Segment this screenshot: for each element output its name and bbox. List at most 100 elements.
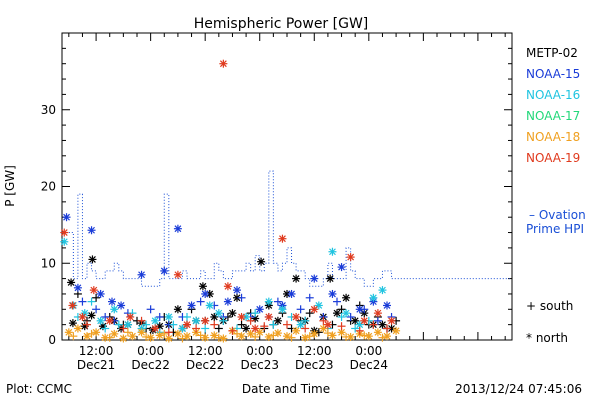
south-data-point	[319, 316, 328, 325]
north-data-point	[255, 305, 264, 314]
north-data-point	[346, 332, 355, 341]
north-data-point	[323, 320, 332, 329]
south-data-point	[369, 320, 378, 329]
south-data-point	[87, 297, 96, 306]
north-data-point	[64, 328, 73, 337]
legend-entry: NOAA-18	[526, 130, 580, 144]
north-data-point	[257, 257, 266, 266]
north-data-point	[326, 274, 335, 283]
north-data-point	[173, 224, 182, 233]
ovation-legend-line1: – Ovation	[529, 208, 586, 222]
north-data-point	[223, 297, 232, 306]
south-data-point	[164, 328, 173, 337]
north-data-point	[101, 333, 110, 342]
south-data-point	[69, 332, 78, 341]
south-data-point	[273, 297, 282, 306]
south-data-point	[246, 316, 255, 325]
north-data-point	[328, 331, 337, 340]
north-data-point	[337, 263, 346, 272]
north-data-point	[296, 320, 305, 329]
north-data-point	[146, 333, 155, 342]
north-data-point	[383, 301, 391, 310]
x-axis-label: Date and Time	[242, 382, 330, 396]
south-data-point	[283, 320, 291, 329]
x-tick-time-label: 12:00	[297, 344, 332, 358]
legend-entry: NOAA-17	[526, 109, 580, 123]
north-data-point	[310, 305, 319, 314]
north-data-point	[287, 289, 296, 298]
north-data-point	[292, 274, 301, 283]
south-data-point	[196, 297, 205, 306]
north-data-point	[342, 309, 351, 318]
north-data-point	[223, 282, 232, 291]
data-markers	[60, 59, 401, 343]
north-data-point	[278, 234, 287, 243]
legend-entry: NOAA-15	[526, 67, 580, 81]
ovation-legend-line2: Prime HPI	[526, 222, 584, 236]
north-data-point	[273, 329, 282, 338]
north-data-point	[355, 305, 364, 314]
south-data-point	[269, 320, 278, 329]
x-tick-date-label: Dec21	[77, 358, 116, 372]
south-data-point	[142, 332, 151, 341]
north-data-point	[310, 329, 319, 338]
north-data-point	[237, 332, 246, 341]
x-tick-time-label: 0:00	[355, 344, 382, 358]
north-data-point	[346, 253, 355, 262]
y-axis: 0 10 20 30	[41, 47, 512, 347]
north-data-point	[360, 316, 369, 325]
north-data-point	[88, 255, 97, 264]
south-data-point	[301, 316, 310, 325]
north-data-point	[80, 309, 89, 318]
south-data-point	[355, 326, 364, 335]
south-data-point	[305, 293, 314, 302]
south-data-point	[92, 293, 101, 302]
south-data-point	[337, 305, 346, 314]
south-data-point	[260, 322, 269, 331]
y-tick-label: 30	[41, 103, 56, 117]
y-tick-label: 0	[48, 333, 56, 347]
legend-entry: NOAA-19	[526, 151, 580, 165]
north-data-point	[119, 334, 128, 343]
north-data-point	[160, 266, 169, 275]
north-data-point	[369, 293, 378, 302]
south-data-point	[78, 297, 87, 306]
north-data-point	[192, 316, 201, 325]
x-tick-date-label: Dec24	[350, 358, 389, 372]
south-data-point	[114, 320, 123, 329]
north-data-point	[151, 324, 160, 333]
north-data-point	[264, 332, 273, 341]
south-data-point	[137, 316, 146, 325]
south-data-point	[337, 312, 346, 321]
north-data-point	[173, 305, 182, 314]
north-data-point	[333, 309, 341, 318]
y-tick-label: 20	[41, 180, 56, 194]
north-data-point	[373, 328, 382, 337]
north-data-point	[373, 309, 382, 318]
south-data-point	[142, 320, 151, 329]
north-data-point	[364, 332, 373, 341]
north-data-point	[73, 324, 82, 333]
south-data-point	[169, 320, 178, 329]
north-data-point	[173, 270, 182, 279]
x-tick-date-label: Dec22	[131, 358, 170, 372]
north-data-point	[310, 274, 319, 283]
north-data-point	[337, 328, 346, 337]
north-data-point	[233, 286, 241, 295]
north-data-point	[62, 213, 71, 222]
ovation-hpi-path	[68, 170, 510, 287]
south-data-point	[183, 312, 191, 321]
north-data-point	[164, 312, 173, 321]
north-data-point	[201, 333, 210, 342]
north-data-point	[83, 332, 91, 341]
north-data-point	[219, 59, 228, 68]
north-data-point	[89, 286, 98, 295]
north-data-point	[251, 324, 260, 333]
south-data-point	[333, 297, 341, 306]
north-data-point	[237, 312, 246, 321]
south-data-point	[92, 305, 101, 314]
y-tick-label: 10	[41, 256, 56, 270]
south-data-point	[251, 332, 260, 341]
south-data-point	[192, 324, 201, 333]
north-data-point	[128, 332, 137, 341]
